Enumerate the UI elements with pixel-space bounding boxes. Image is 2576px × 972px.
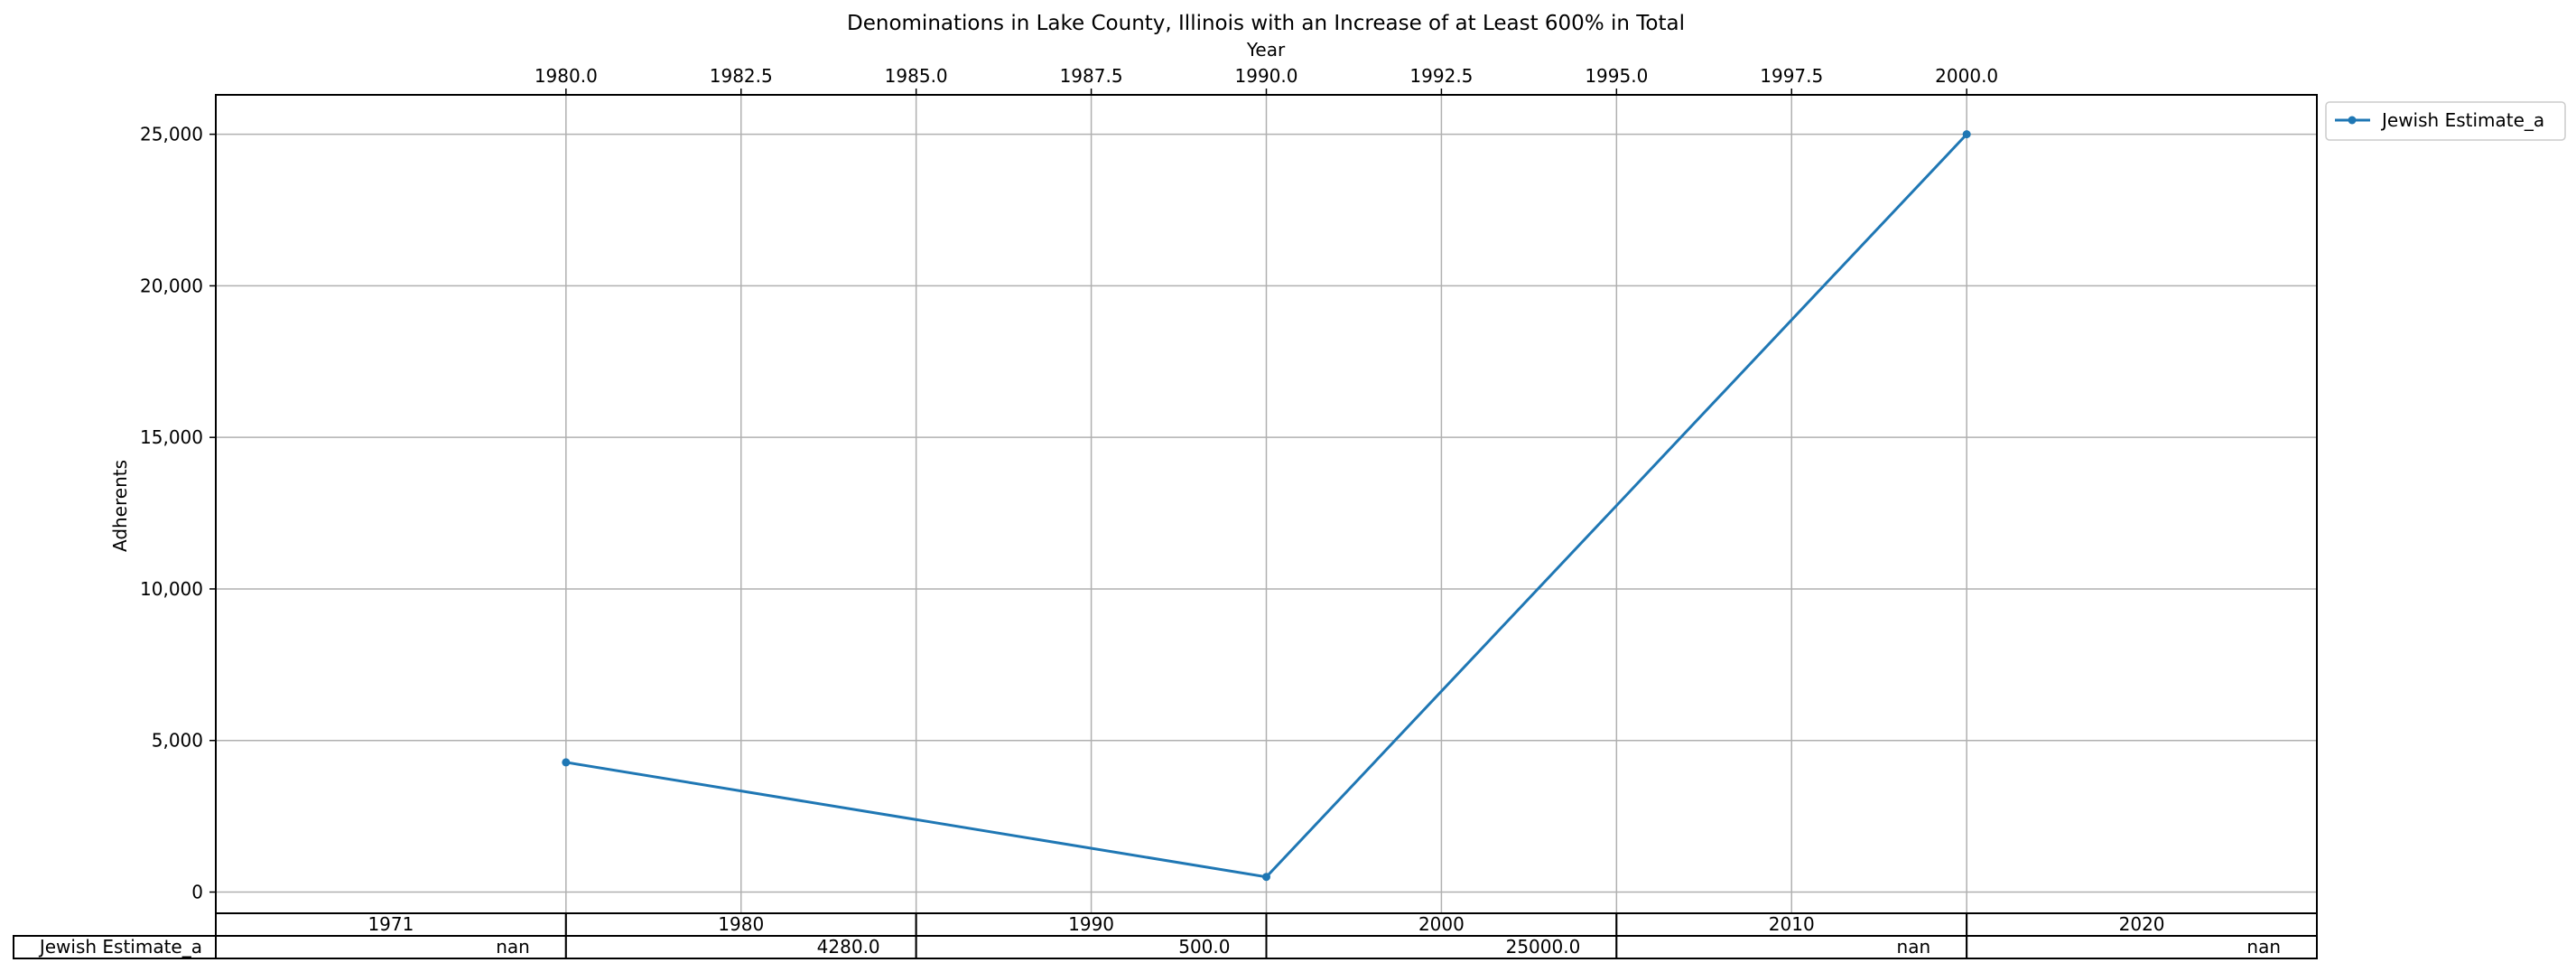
data-point-1980 <box>562 758 571 767</box>
table-header-cell-3 <box>1265 912 1618 937</box>
table-cell-value-0-1: 4280.0 <box>817 936 880 958</box>
table-row-label-cell-0 <box>13 935 217 959</box>
grid-lines <box>216 95 2317 913</box>
table-header-label-5: 2020 <box>2119 913 2165 935</box>
table-cell-0-0 <box>215 935 567 959</box>
table-cell-value-0-3: 25000.0 <box>1506 936 1581 958</box>
legend-label-jewish-estimate-a: Jewish Estimate_a <box>2380 109 2544 131</box>
x-tick-label-8: 2000.0 <box>1935 65 1998 87</box>
legend-frame <box>2325 101 2566 141</box>
table-header-label-4: 2010 <box>1769 913 1815 935</box>
y-tick-label-2: 10,000 <box>140 578 203 600</box>
x-tick-label-6: 1995.0 <box>1585 65 1648 87</box>
table-header-cell-4 <box>1615 912 1968 937</box>
table-cell-0-1 <box>564 935 917 959</box>
table-header-cell-5 <box>1966 912 2319 937</box>
table-cell-0-4 <box>1615 935 1968 959</box>
table-header-label-2: 1990 <box>1068 913 1114 935</box>
y-tick-label-0: 0 <box>191 882 203 903</box>
x-tick-label-1: 1982.5 <box>710 65 773 87</box>
chart-title: Denominations in Lake County, Illinois w… <box>847 12 1685 35</box>
legend: Jewish Estimate_a <box>2325 101 2566 141</box>
y-tick-label-5: 25,000 <box>140 124 203 145</box>
table-cell-value-0-5: nan <box>2246 936 2281 958</box>
x-tick-label-3: 1987.5 <box>1060 65 1123 87</box>
data-table: 1971 1980 1990 2000 2010 2020 Jewish Estimate_… <box>13 912 2319 959</box>
legend-marker-swatch <box>2348 116 2357 125</box>
x-axis-ticks: 1980.0 1982.5 1985.0 1987.5 1990.0 1992.5 1995… <box>535 65 1998 95</box>
table-cell-value-0-2: 500.0 <box>1178 936 1230 958</box>
x-tick-label-2: 1985.0 <box>885 65 948 87</box>
data-point-2000 <box>1962 130 1971 139</box>
x-tick-label-0: 1980.0 <box>535 65 598 87</box>
x-tick-label-4: 1990.0 <box>1235 65 1298 87</box>
data-point-1990 <box>1262 873 1270 882</box>
series-layer <box>562 130 1971 882</box>
x-tick-label-7: 1997.5 <box>1760 65 1823 87</box>
y-tick-label-3: 15,000 <box>140 426 203 448</box>
table-cell-0-5 <box>1966 935 2319 959</box>
table-header-label-1: 1980 <box>718 913 764 935</box>
x-tick-label-5: 1992.5 <box>1409 65 1473 87</box>
x-axis-label: Year <box>1246 39 1286 61</box>
table-header-label-0: 1971 <box>367 913 414 935</box>
table-cell-value-0-4: nan <box>1897 936 1931 958</box>
y-tick-label-1: 5,000 <box>152 730 203 752</box>
y-tick-label-4: 20,000 <box>140 275 203 296</box>
table-cell-value-0-0: nan <box>496 936 530 958</box>
y-axis-label: Adherents <box>109 460 131 552</box>
y-axis-ticks: 0 5,000 10,000 15,000 20,000 25,000 <box>140 124 216 903</box>
table-header-label-3: 2000 <box>1418 913 1465 935</box>
table-header-cell-1 <box>564 912 917 937</box>
table-cell-0-2 <box>915 935 1268 959</box>
table-row-label-0: Jewish Estimate_a <box>38 936 202 958</box>
